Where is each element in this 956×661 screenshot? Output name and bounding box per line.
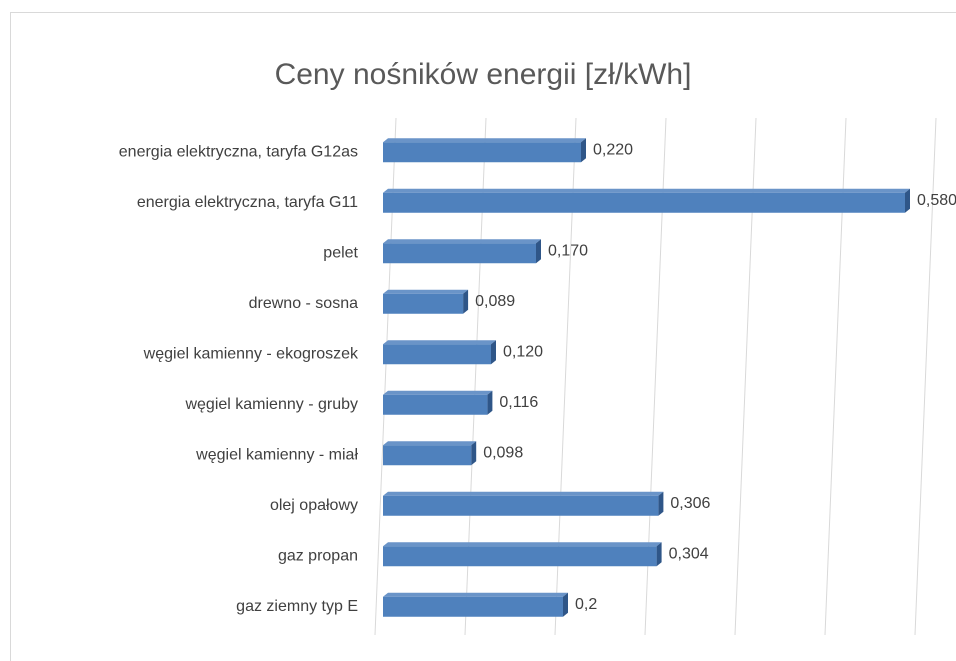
- bar-side: [656, 542, 662, 567]
- bar: [383, 542, 662, 567]
- y-tick-label: energia elektryczna, taryfa G12as: [119, 143, 358, 160]
- bar-top: [383, 390, 493, 395]
- grid-line: [914, 117, 937, 636]
- bar-side: [487, 390, 493, 415]
- bar-front: [383, 445, 472, 466]
- data-label: 0,098: [483, 444, 523, 461]
- y-tick-label: olej opałowy: [270, 497, 358, 514]
- data-label: 0,116: [499, 394, 538, 411]
- bar-side: [471, 441, 477, 466]
- bar: [383, 289, 469, 314]
- bar-top: [383, 188, 910, 193]
- y-tick-label: gaz ziemny typ E: [236, 598, 358, 615]
- bar-side: [563, 592, 568, 617]
- y-tick-label: węgiel kamienny - gruby: [184, 396, 358, 413]
- bar: [383, 239, 541, 264]
- data-label: 0,2: [575, 596, 597, 613]
- bar-side: [658, 491, 664, 516]
- bar-side: [905, 188, 910, 213]
- bar-top: [383, 239, 541, 244]
- y-tick-label: drewno - sosna: [249, 295, 358, 312]
- y-tick-label: węgiel kamienny - ekogroszek: [143, 345, 359, 362]
- data-label: 0,120: [503, 343, 543, 360]
- bar-front: [383, 394, 488, 415]
- y-tick-label: węgiel kamienny - miał: [195, 446, 358, 463]
- bar-top: [383, 289, 469, 294]
- bar-top: [383, 542, 662, 547]
- bar: [383, 188, 910, 213]
- bar-top: [383, 491, 664, 496]
- bar-front: [383, 546, 657, 567]
- bar-top: [383, 138, 586, 143]
- bar-front: [383, 243, 536, 264]
- bar: [383, 138, 586, 163]
- bar: [383, 592, 568, 617]
- bar: [383, 340, 496, 365]
- data-label: 0,306: [670, 495, 710, 512]
- bar-top: [383, 441, 477, 446]
- bar: [383, 441, 477, 466]
- bar-front: [383, 142, 581, 163]
- bar-front: [383, 495, 659, 516]
- bar-side: [536, 239, 541, 264]
- bar-side: [581, 138, 586, 163]
- data-label: 0,580: [917, 192, 956, 209]
- data-label: 0,304: [669, 545, 709, 562]
- data-label: 0,089: [475, 293, 515, 310]
- bar-top: [383, 340, 496, 345]
- bar-front: [383, 192, 905, 213]
- bar-front: [383, 293, 464, 314]
- y-tick-label: pelet: [323, 244, 358, 261]
- bar: [383, 491, 664, 516]
- bar-front: [383, 344, 491, 365]
- bar-top: [383, 592, 568, 597]
- data-label: 0,170: [548, 242, 588, 259]
- bar: [383, 390, 493, 415]
- y-tick-label: gaz propan: [278, 547, 358, 564]
- chart-title: Ceny nośników energii [zł/kWh]: [275, 58, 692, 91]
- y-tick-label: energia elektryczna, taryfa G11: [137, 194, 358, 211]
- bar-side: [491, 340, 496, 365]
- data-label: 0,220: [593, 141, 633, 158]
- bar-front: [383, 596, 563, 617]
- bar-side: [463, 289, 469, 314]
